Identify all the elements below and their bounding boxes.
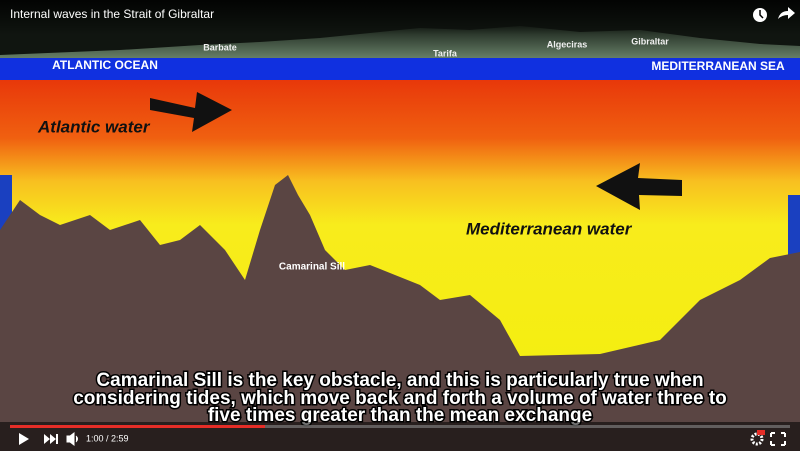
video-title[interactable]: Internal waves in the Strait of Gibralta… xyxy=(10,7,214,21)
top-bar xyxy=(0,0,800,35)
sea-surface xyxy=(0,58,800,82)
settings-button[interactable] xyxy=(750,430,765,446)
subtitle-line: Camarinal Sill is the key obstacle, and … xyxy=(96,370,703,391)
arrow-east xyxy=(150,92,232,132)
water-label: Atlantic water xyxy=(37,117,151,136)
right-edge xyxy=(788,195,800,255)
watch-later-button[interactable] xyxy=(753,8,767,22)
sill-label: Camarinal Sill xyxy=(279,262,345,273)
progress-played xyxy=(10,425,265,428)
water-label: Mediterranean water xyxy=(466,219,633,238)
seabed xyxy=(0,175,800,451)
subtitle-line: considering tides, which move back and f… xyxy=(73,388,727,409)
sea-label: ATLANTIC OCEAN xyxy=(52,58,158,72)
left-edge xyxy=(0,175,12,230)
next-button[interactable] xyxy=(44,434,58,444)
volume-button[interactable] xyxy=(66,432,78,446)
place-label: Barbate xyxy=(203,42,237,52)
time-display: 1:00 / 2:59 xyxy=(86,433,129,443)
place-label: Gibraltar xyxy=(631,36,669,46)
play-button[interactable] xyxy=(19,433,29,445)
arrow-west xyxy=(596,163,682,210)
fullscreen-button[interactable] xyxy=(770,432,786,446)
share-button[interactable] xyxy=(778,7,795,19)
progress-track[interactable] xyxy=(10,425,790,428)
sea-label: MEDITERRANEAN SEA xyxy=(651,59,785,73)
place-label: Algeciras xyxy=(547,39,588,49)
place-label: Tarifa xyxy=(433,48,458,58)
